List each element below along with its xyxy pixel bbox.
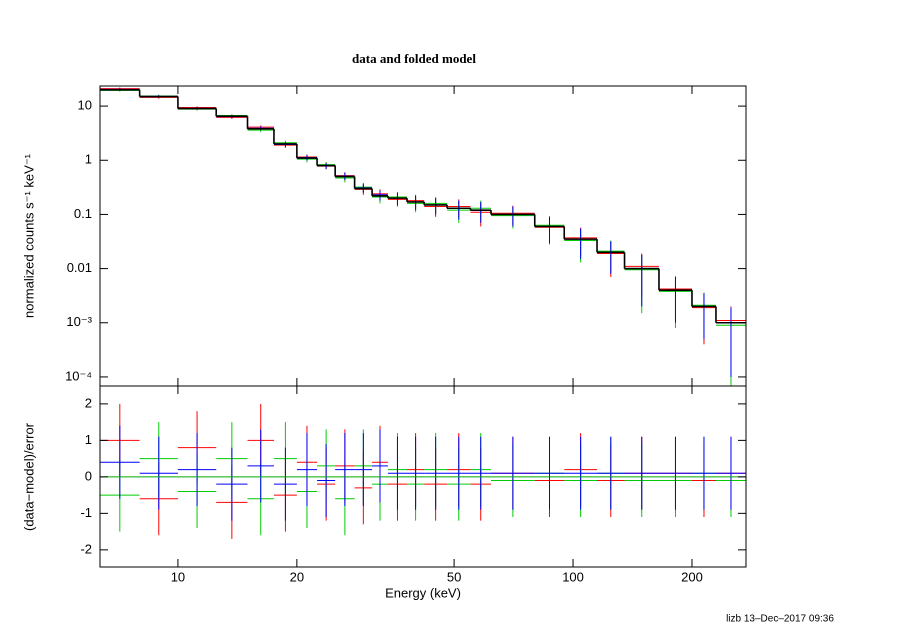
y-tick-label: 1 (85, 152, 92, 167)
y-tick-label: 0.01 (67, 260, 92, 275)
y-tick-label: 0 (85, 468, 92, 483)
y-tick-label: 1 (85, 432, 92, 447)
y-tick-label: 10⁻⁴ (65, 368, 92, 383)
y-tick-label: 10 (78, 98, 92, 113)
y-tick-label: 2 (85, 395, 92, 410)
y-axis-label: normalized counts s⁻¹ keV⁻¹ (21, 153, 36, 318)
y-tick-label: -2 (80, 541, 92, 556)
y-axis-label: (data−model)/error (21, 422, 36, 531)
y-tick-label: -1 (80, 505, 92, 520)
x-tick-label: 100 (562, 569, 584, 584)
x-axis-label: Energy (keV) (385, 585, 461, 600)
chart-title: data and folded model (352, 51, 476, 66)
x-tick-label: 50 (447, 569, 461, 584)
y-tick-label: 10⁻³ (66, 314, 92, 329)
plot-area (100, 403, 746, 539)
footer: lizb 13–Dec–2017 09:36 (726, 614, 834, 625)
panel-frame (99, 85, 747, 387)
x-tick-label: 10 (171, 569, 185, 584)
x-tick-label: 200 (681, 569, 703, 584)
plot-area (100, 87, 746, 386)
x-tick-label: 20 (290, 569, 304, 584)
y-tick-label: 0.1 (74, 206, 92, 221)
